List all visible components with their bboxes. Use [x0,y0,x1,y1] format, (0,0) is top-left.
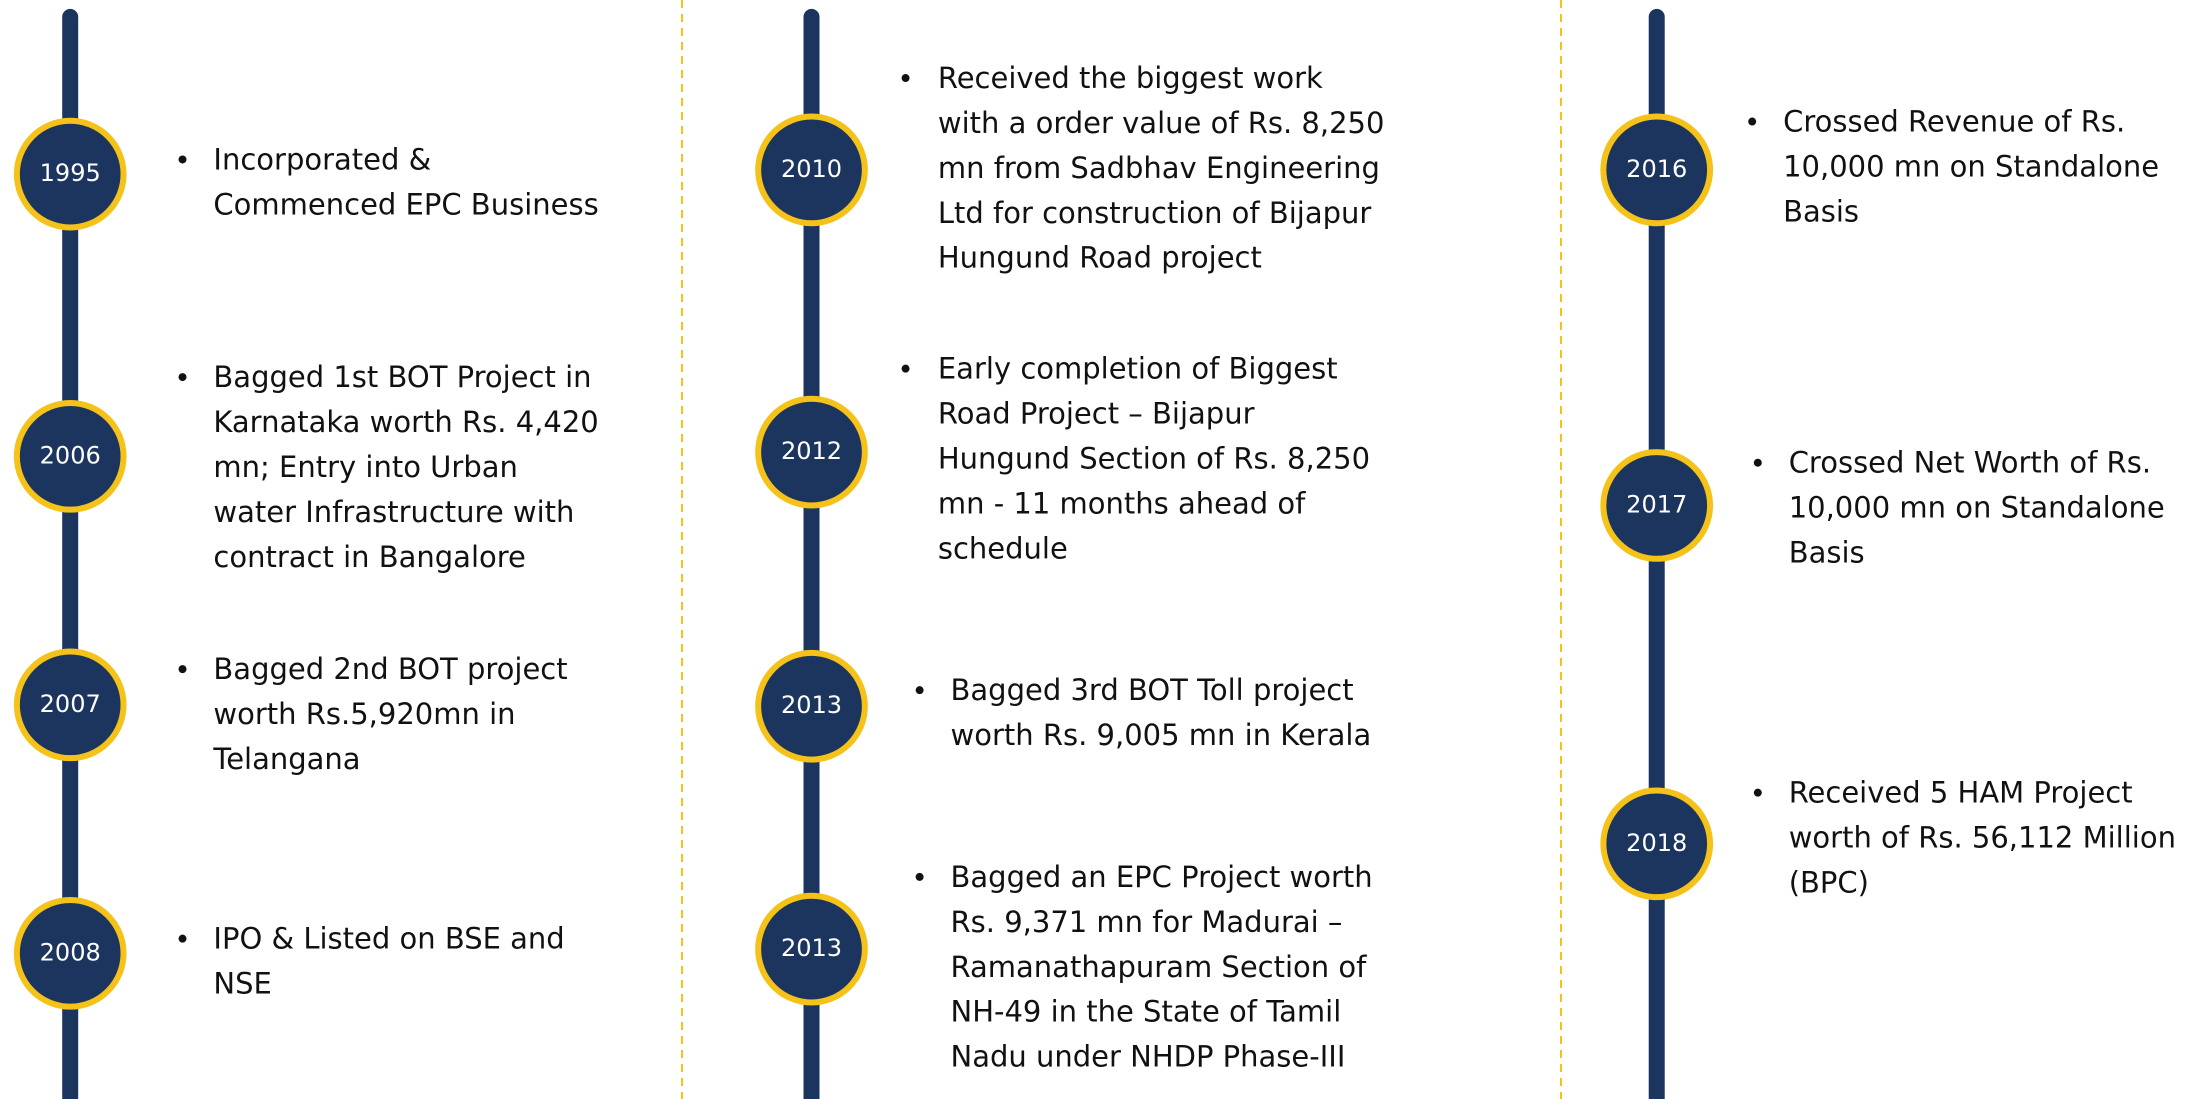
milestone-text: IPO & Listed on BSE and [213,922,564,956]
milestone-text: NSE [213,967,271,1001]
milestone-text: Telangana [212,742,360,776]
milestone-text: Hungund Road project [938,241,1262,275]
year-circle [1600,449,1714,562]
milestone-text: Nadu under NHDP Phase-III [951,1040,1346,1074]
year-label: 2016 [1626,155,1687,183]
milestone-text: worth Rs. 9,005 mn in Kerala [951,718,1372,752]
bullet [178,665,187,674]
milestone-text: Commenced EPC Business [213,187,598,221]
milestone-text: NH-49 in the State of Tamil [951,995,1342,1029]
bullet [901,364,910,373]
milestone-text: mn; Entry into Urban [213,450,517,484]
bullet [915,872,924,881]
milestone-text: Bagged 3rd BOT Toll project [951,673,1354,707]
milestone-text: Incorporated & [213,142,431,176]
milestone-text: with a order value of Rs. 8,250 [938,106,1385,140]
bullet [178,155,187,164]
bullet [1748,117,1757,126]
year-circle [755,113,868,227]
milestone-text: Bagged 2nd BOT project [213,652,567,686]
year-circle [13,648,127,762]
milestone-text: Basis [1789,536,1865,570]
bullet [901,74,910,83]
milestone-text: Early completion of Biggest [938,352,1338,386]
milestone-text: 10,000 mn on Standalone [1789,491,2165,525]
milestone-text: Ramanathapuram Section of [951,950,1368,984]
year-circle [755,649,868,763]
year-circle [1600,113,1714,227]
milestone-text: Crossed Revenue of Rs. [1783,105,2125,139]
year-circle [13,896,127,1010]
milestone-text: schedule [938,531,1068,565]
year-label: 2013 [781,691,842,719]
milestone-text: worth of Rs. 56,112 Million [1789,821,2176,855]
bullet [1753,788,1762,797]
milestone-text: Karnataka worth Rs. 4,420 [213,405,598,439]
milestone-text: Bagged 1st BOT Project in [213,360,591,394]
milestone-text: Hungund Section of Rs. 8,250 [938,442,1370,476]
year-label: 2010 [781,155,842,183]
milestone-text: 10,000 mn on Standalone [1783,149,2159,183]
milestone-text: (BPC) [1789,866,1869,900]
year-label: 2008 [40,938,101,966]
milestone-text: Crossed Net Worth of Rs. [1789,446,2151,480]
bullet [178,934,187,943]
milestone-text: Rs. 9,371 mn for Madurai – [951,905,1343,939]
milestone-text: Received the biggest work [938,61,1323,95]
milestone-text: Bagged an EPC Project worth [951,860,1373,894]
year-circle [13,399,127,513]
milestone-text: worth Rs.5,920mn in [213,697,515,731]
bullet [178,373,187,382]
year-label: 1995 [40,159,101,187]
year-circle [1600,787,1714,901]
bullet [915,686,924,695]
year-label: 2007 [40,690,101,718]
year-circle [755,892,868,1006]
year-label: 2017 [1626,490,1687,518]
milestone-text: contract in Bangalore [213,540,525,574]
milestone-text: mn - 11 months ahead of [938,486,1306,520]
year-label: 2013 [781,934,842,962]
year-label: 2012 [781,437,842,465]
year-label: 2018 [1626,829,1687,857]
milestone-text: Road Project – Bijapur [938,397,1255,431]
year-label: 2006 [40,441,101,469]
milestone-text: Ltd for construction of Bijapur [938,196,1372,230]
year-circle [755,395,868,509]
milestone-text: Basis [1783,194,1859,228]
milestone-text: water Infrastructure with [213,495,574,529]
bullet [1753,458,1762,467]
milestone-text: Received 5 HAM Project [1789,776,2133,810]
milestone-text: mn from Sadbhav Engineering [938,151,1380,185]
year-circle [13,117,127,231]
